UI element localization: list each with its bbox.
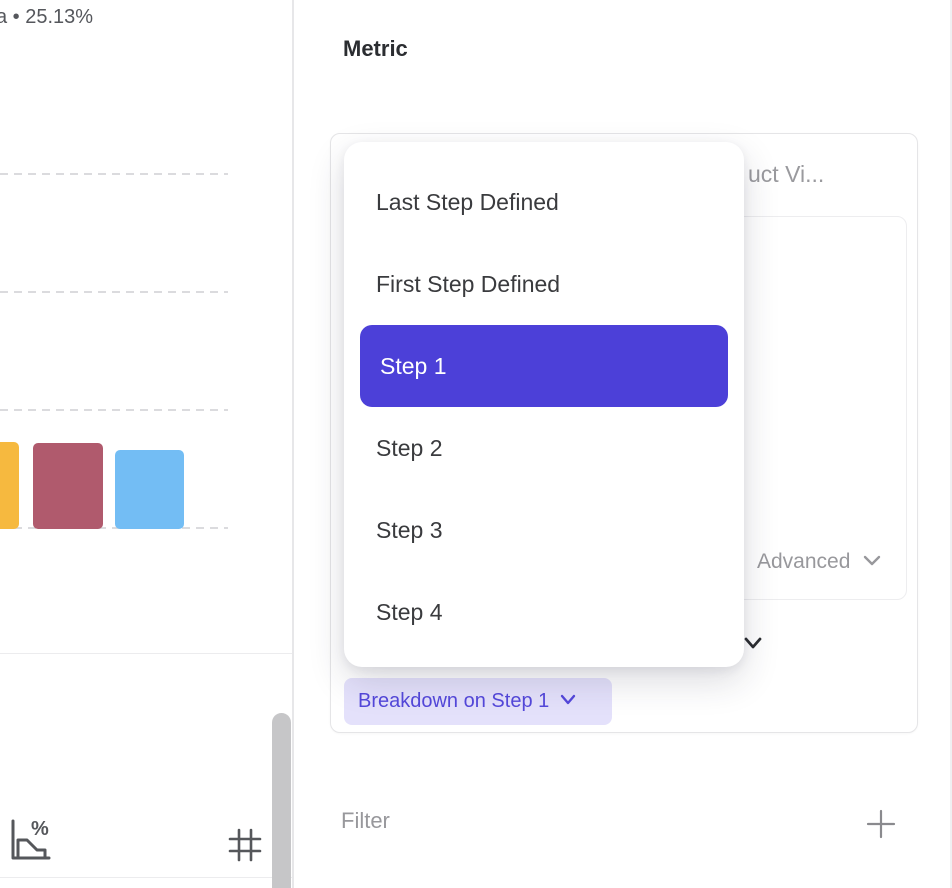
chart-card-border xyxy=(0,653,292,654)
chart-gridline xyxy=(0,291,228,293)
advanced-label: Advanced xyxy=(757,550,851,573)
chart-gridline xyxy=(0,173,228,175)
funnel-bar-yellow[interactable] xyxy=(0,442,19,529)
dropdown-item-step-4[interactable]: Step 4 xyxy=(376,598,443,625)
chart-series-label: a • 25.13% xyxy=(0,6,94,28)
chart-gridline xyxy=(0,409,228,411)
advanced-toggle[interactable]: Advanced xyxy=(757,550,882,574)
add-filter-plus-icon[interactable] xyxy=(866,809,896,844)
metric-section-heading: Metric xyxy=(343,36,408,61)
dropdown-item-last-step-defined[interactable]: Last Step Defined xyxy=(376,188,559,215)
panel-border xyxy=(0,877,292,878)
number-hash-icon[interactable] xyxy=(226,826,264,869)
metric-card-title-truncated[interactable]: uct Vi... xyxy=(748,161,825,187)
chevron-down-icon[interactable] xyxy=(742,635,764,656)
funnel-bar-blue[interactable] xyxy=(115,450,184,529)
chevron-down-icon xyxy=(559,693,577,711)
dropdown-item-step-3[interactable]: Step 3 xyxy=(376,516,443,543)
dropdown-item-step-1-selected[interactable]: Step 1 xyxy=(360,325,728,407)
panel-divider xyxy=(292,0,294,888)
conversion-chart-percent-icon[interactable]: % xyxy=(7,815,53,870)
dropdown-item-first-step-defined[interactable]: First Step Defined xyxy=(376,270,561,297)
scrollbar-thumb[interactable] xyxy=(272,713,291,888)
breakdown-on-step-button[interactable]: Breakdown on Step 1 xyxy=(344,678,612,725)
filter-section-heading: Filter xyxy=(341,808,390,833)
funnel-bar-maroon[interactable] xyxy=(33,443,103,529)
breakdown-button-label: Breakdown on Step 1 xyxy=(358,690,550,712)
screen-edge-border xyxy=(950,0,952,888)
step-select-dropdown: Last Step Defined First Step Defined Ste… xyxy=(344,142,744,667)
svg-text:%: % xyxy=(31,818,49,840)
chart-baseline xyxy=(0,527,228,529)
chevron-down-icon xyxy=(862,553,882,572)
dropdown-item-step-2[interactable]: Step 2 xyxy=(376,434,443,461)
